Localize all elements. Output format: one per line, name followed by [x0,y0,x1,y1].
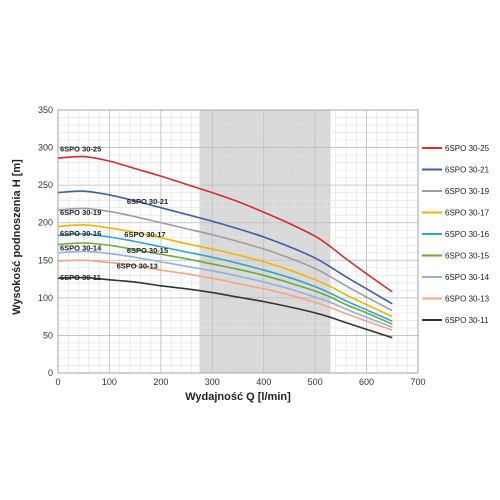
curve-label: 6SPO 30-21 [127,197,168,206]
curve-label: 6SPO 30-19 [60,208,101,217]
series-line [57,233,393,322]
curve-label: 6SPO 30-11 [60,273,101,282]
y-tick-label: 200 [38,218,53,228]
curve-label-layer: 6SPO 30-25 6SPO 30-21 6SPO 30-19 6SPO 30-17… [60,144,168,281]
tick-label-layer: 0 100 200 300 400 500 600 700 0 50 100 150 200 250 300… [38,105,426,387]
x-tick-label: 700 [410,377,425,387]
legend: 6SPO 30-25 6SPO 30-21 6SPO 30-19 6SPO 30-17… [422,144,490,325]
y-tick-label: 50 [43,330,53,340]
legend-label: 6SPO 30-16 [445,230,490,239]
legend-label: 6SPO 30-21 [445,166,490,175]
curve-label: 6SPO 30-25 [60,144,101,153]
shaded-band [199,110,331,373]
series-line [57,259,393,331]
plot-frame [57,109,419,374]
y-tick-label: 0 [48,368,53,378]
y-tick-label: 250 [38,180,53,190]
x-tick-label: 200 [153,377,168,387]
y-tick-label: 150 [38,255,53,265]
curve-label: 6SPO 30-15 [127,246,168,255]
curve-label: 6SPO 30-13 [117,262,158,271]
series-line [57,207,393,312]
curve-label: 6SPO 30-14 [60,244,102,253]
series-line [57,250,393,328]
x-tick-label: 100 [102,377,117,387]
series-line [57,276,393,339]
grid-layer [57,109,419,374]
legend-label: 6SPO 30-11 [445,316,489,325]
series-line [57,190,393,305]
x-tick-label: 600 [359,377,374,387]
shaded-region-layer [199,110,331,373]
x-tick-label: 400 [256,377,271,387]
legend-label: 6SPO 30-25 [445,144,490,153]
legend-label: 6SPO 30-13 [445,295,490,304]
legend-label: 6SPO 30-14 [445,273,490,282]
y-tick-label: 100 [38,293,53,303]
series-line [57,242,393,325]
y-tick-label: 350 [38,105,53,115]
x-tick-label: 500 [308,377,323,387]
y-axis-title: Wysokość podnoszenia H [m] [11,159,23,315]
x-axis-title: Wydajność Q [l/min] [185,391,291,403]
legend-label: 6SPO 30-17 [445,209,490,218]
series-line [57,155,393,293]
y-tick-label: 300 [38,143,53,153]
legend-label: 6SPO 30-15 [445,252,490,261]
series-layer [57,155,393,339]
x-tick-label: 0 [55,377,60,387]
x-tick-label: 300 [205,377,220,387]
legend-label: 6SPO 30-19 [445,187,490,196]
curve-label: 6SPO 30-16 [60,229,101,238]
curve-label: 6SPO 30-17 [124,230,165,239]
series-line [57,224,393,318]
